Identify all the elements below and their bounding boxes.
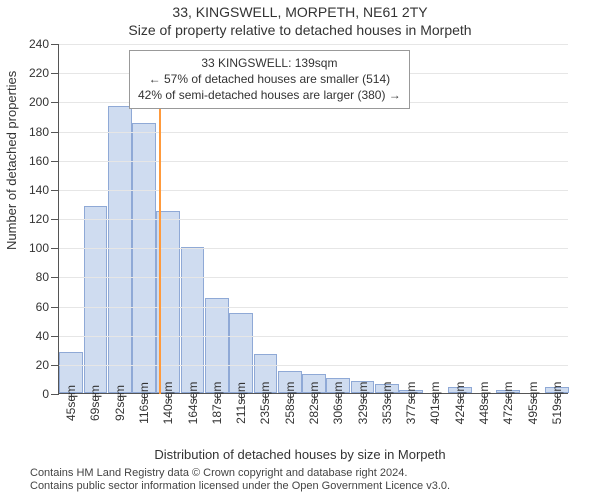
y-tick-label: 120 xyxy=(29,212,49,226)
gridline xyxy=(59,248,568,249)
gridline xyxy=(59,336,568,337)
y-tick xyxy=(51,336,59,337)
y-tick xyxy=(51,102,59,103)
y-tick xyxy=(51,365,59,366)
y-axis-label: Number of detached properties xyxy=(4,71,19,250)
x-tick-label: 472sqm xyxy=(501,382,515,425)
y-tick xyxy=(51,219,59,220)
bar xyxy=(229,313,253,393)
gridline xyxy=(59,277,568,278)
x-tick-label: 187sqm xyxy=(210,382,224,425)
bar xyxy=(132,123,156,393)
x-tick-label: 353sqm xyxy=(380,382,394,425)
x-tick-label: 140sqm xyxy=(161,382,175,425)
x-tick-label: 69sqm xyxy=(88,385,102,421)
y-tick-label: 160 xyxy=(29,154,49,168)
x-tick-label: 448sqm xyxy=(477,382,491,425)
x-tick-label: 495sqm xyxy=(526,382,540,425)
chart-subtitle: Size of property relative to detached ho… xyxy=(0,22,600,38)
x-tick-label: 211sqm xyxy=(234,382,248,424)
x-tick-label: 401sqm xyxy=(428,382,442,425)
x-tick-label: 116sqm xyxy=(137,382,151,424)
y-tick xyxy=(51,161,59,162)
x-tick-label: 164sqm xyxy=(186,382,200,425)
gridline xyxy=(59,307,568,308)
y-tick-label: 140 xyxy=(29,183,49,197)
gridline xyxy=(59,44,568,45)
x-axis-label: Distribution of detached houses by size … xyxy=(0,447,600,462)
y-tick xyxy=(51,307,59,308)
credit-text: Contains HM Land Registry data © Crown c… xyxy=(30,467,590,495)
x-tick-label: 329sqm xyxy=(356,382,370,425)
gridline xyxy=(59,132,568,133)
y-tick xyxy=(51,190,59,191)
annotation-line-3: 42% of semi-detached houses are larger (… xyxy=(138,87,401,103)
y-tick-label: 180 xyxy=(29,125,49,139)
bar xyxy=(108,106,132,393)
credit-line-2: Contains public sector information licen… xyxy=(30,480,590,494)
y-tick xyxy=(51,73,59,74)
gridline xyxy=(59,161,568,162)
y-tick-label: 20 xyxy=(36,358,49,372)
gridline xyxy=(59,190,568,191)
property-marker xyxy=(159,88,161,394)
bar xyxy=(181,247,205,393)
y-tick xyxy=(51,44,59,45)
y-tick-label: 0 xyxy=(42,387,49,401)
gridline xyxy=(59,219,568,220)
x-tick-label: 45sqm xyxy=(64,385,78,421)
chart-container: 33, KINGSWELL, MORPETH, NE61 2TY Size of… xyxy=(0,0,600,500)
x-tick-label: 424sqm xyxy=(453,382,467,425)
gridline xyxy=(59,365,568,366)
x-tick-label: 519sqm xyxy=(550,382,564,425)
y-tick xyxy=(51,277,59,278)
y-tick xyxy=(51,394,59,395)
y-tick xyxy=(51,132,59,133)
y-tick xyxy=(51,248,59,249)
x-tick-label: 258sqm xyxy=(283,382,297,425)
y-tick-label: 60 xyxy=(36,300,49,314)
y-tick-label: 240 xyxy=(29,37,49,51)
annotation-box: 33 KINGSWELL: 139sqm← 57% of detached ho… xyxy=(129,50,410,109)
bar xyxy=(205,298,229,393)
x-tick-label: 92sqm xyxy=(113,385,127,421)
annotation-line-2: ← 57% of detached houses are smaller (51… xyxy=(138,71,401,87)
credit-line-1: Contains HM Land Registry data © Crown c… xyxy=(30,467,590,481)
page-title: 33, KINGSWELL, MORPETH, NE61 2TY xyxy=(0,4,600,20)
y-tick-label: 200 xyxy=(29,95,49,109)
x-tick-label: 306sqm xyxy=(331,382,345,425)
y-tick-label: 220 xyxy=(29,66,49,80)
x-tick-label: 235sqm xyxy=(258,382,272,425)
x-tick-label: 282sqm xyxy=(307,382,321,425)
y-tick-label: 40 xyxy=(36,329,49,343)
plot-area: 02040608010012014016018020022024045sqm69… xyxy=(58,44,568,394)
annotation-line-1: 33 KINGSWELL: 139sqm xyxy=(138,55,401,71)
y-tick-label: 100 xyxy=(29,241,49,255)
y-tick-label: 80 xyxy=(36,270,49,284)
x-tick-label: 377sqm xyxy=(404,382,418,425)
